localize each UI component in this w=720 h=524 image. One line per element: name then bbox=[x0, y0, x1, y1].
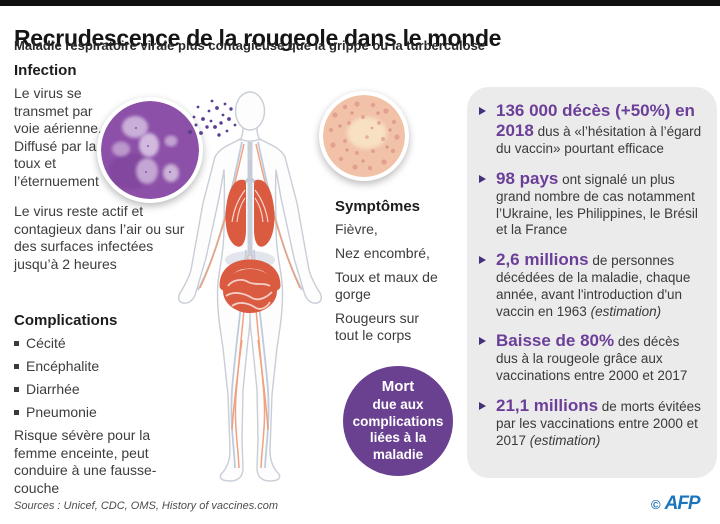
arrow-bullet-icon bbox=[479, 174, 486, 183]
complication-label: Pneumonie bbox=[26, 404, 97, 420]
copyright-symbol: © bbox=[651, 496, 661, 512]
complication-item: Pneumonie bbox=[14, 404, 192, 420]
stat-text: des décès dus à la rougeole grâce aux va… bbox=[496, 334, 688, 384]
rash-photo-circle bbox=[319, 91, 409, 181]
page-title: Recrudescence de la rougeole dans le mon… bbox=[14, 25, 502, 52]
square-bullet-icon bbox=[14, 341, 19, 346]
symptom-item: Fièvre, bbox=[335, 221, 378, 237]
complication-item: Diarrhée bbox=[14, 381, 192, 397]
stat-highlight: 136 000 décès (+50%) en 2018 bbox=[496, 101, 695, 141]
infection-persistence-text: Le virus reste actif et contagieux dans … bbox=[14, 203, 185, 272]
death-badge-line: due aux bbox=[372, 396, 424, 412]
stat-text: de morts évitées par les vaccinations en… bbox=[496, 398, 701, 448]
top-black-bar bbox=[0, 0, 720, 6]
death-badge-line: liées à la bbox=[369, 430, 427, 446]
death-cause-badge: Mort due aux complications liées à la ma… bbox=[343, 366, 453, 476]
sources-credit: Sources : Unicef, CDC, OMS, History of v… bbox=[14, 500, 279, 512]
stat-item-deaths-averted: 21,1 millions de morts évitées par les v… bbox=[479, 396, 703, 450]
stat-highlight: 98 pays bbox=[496, 168, 559, 188]
virus-particles-icon bbox=[188, 99, 237, 137]
complication-item: Encéphalite bbox=[14, 358, 192, 374]
afp-wordmark: AFP bbox=[664, 493, 701, 514]
stat-item-98-countries: 98 pays ont signalé un plus grand nombre… bbox=[479, 169, 703, 239]
square-bullet-icon bbox=[14, 387, 19, 392]
stat-text: ont signalé un plus grand nombre de cas … bbox=[496, 171, 698, 238]
stat-text: dus à «l’hésitation à l’égard du vaccin»… bbox=[496, 124, 702, 157]
human-body-illustration bbox=[178, 91, 322, 482]
complication-label: Diarrhée bbox=[26, 381, 80, 397]
stat-highlight: 21,1 millions bbox=[496, 395, 599, 415]
symptom-item: Rougeurs sur tout le corps bbox=[335, 310, 420, 344]
complication-label: Encéphalite bbox=[26, 358, 100, 374]
arrow-bullet-icon bbox=[479, 256, 486, 265]
pregnancy-risk-note: Risque sévère pour la femme enceinte, pe… bbox=[14, 427, 157, 496]
complications-list: Cécité Encéphalite Diarrhée Pneumonie bbox=[14, 335, 192, 420]
death-badge-line: complications bbox=[352, 413, 444, 429]
complication-label: Cécité bbox=[26, 335, 66, 351]
square-bullet-icon bbox=[14, 410, 19, 415]
death-badge-line: maladie bbox=[372, 447, 424, 463]
virus-photo-circle bbox=[97, 97, 203, 203]
arrow-bullet-icon bbox=[479, 107, 486, 115]
square-bullet-icon bbox=[14, 364, 19, 369]
stat-item-pre-vaccine-deaths: 2,6 millions de personnes décédées de la… bbox=[479, 250, 703, 320]
stat-item-deaths-2018: 136 000 décès (+50%) en 2018 dus à «l’hé… bbox=[479, 101, 703, 158]
rash-illustration bbox=[323, 95, 405, 177]
infection-heading: Infection bbox=[14, 62, 77, 79]
symptom-item: Nez encombré, bbox=[335, 245, 430, 262]
complications-heading: Complications bbox=[14, 312, 118, 329]
complications-section: Complications Cécité Encéphalite Diarrhé… bbox=[14, 312, 192, 497]
stat-highlight: 2,6 millions bbox=[496, 250, 589, 270]
symptoms-list: Fièvre, Nez encombré, Toux et maux de go… bbox=[335, 221, 453, 344]
complication-item: Cécité bbox=[14, 335, 192, 351]
afp-logo: © AFP bbox=[651, 493, 701, 515]
stat-text: de personnes décédées de la maladie, cha… bbox=[496, 253, 691, 319]
symptoms-section: Symptômes Fièvre, Nez encombré, Toux et … bbox=[335, 198, 453, 351]
symptoms-heading: Symptômes bbox=[335, 198, 421, 215]
infection-transmission-text: Le virus se transmet par voie aérienne. … bbox=[14, 85, 102, 189]
death-badge-line: Mort bbox=[381, 378, 415, 396]
statistics-panel: 136 000 décès (+50%) en 2018 dus à «l’hé… bbox=[465, 85, 719, 480]
virus-illustration bbox=[101, 101, 199, 199]
stat-italic: (estimation) bbox=[590, 303, 662, 319]
stat-italic: (estimation) bbox=[529, 432, 601, 448]
stat-item-80-percent-drop: Baisse de 80% des décès dus à la rougeol… bbox=[479, 331, 703, 385]
arrow-bullet-icon bbox=[479, 337, 486, 346]
infection-section: Infection Le virus se transmet par voie … bbox=[14, 62, 192, 273]
page-subtitle: Maladie respiratoire virale plus contagi… bbox=[14, 38, 486, 53]
stat-highlight: Baisse de 80% bbox=[496, 331, 615, 351]
arrow-bullet-icon bbox=[479, 401, 486, 410]
symptom-item: Toux et maux de gorge bbox=[335, 269, 438, 303]
